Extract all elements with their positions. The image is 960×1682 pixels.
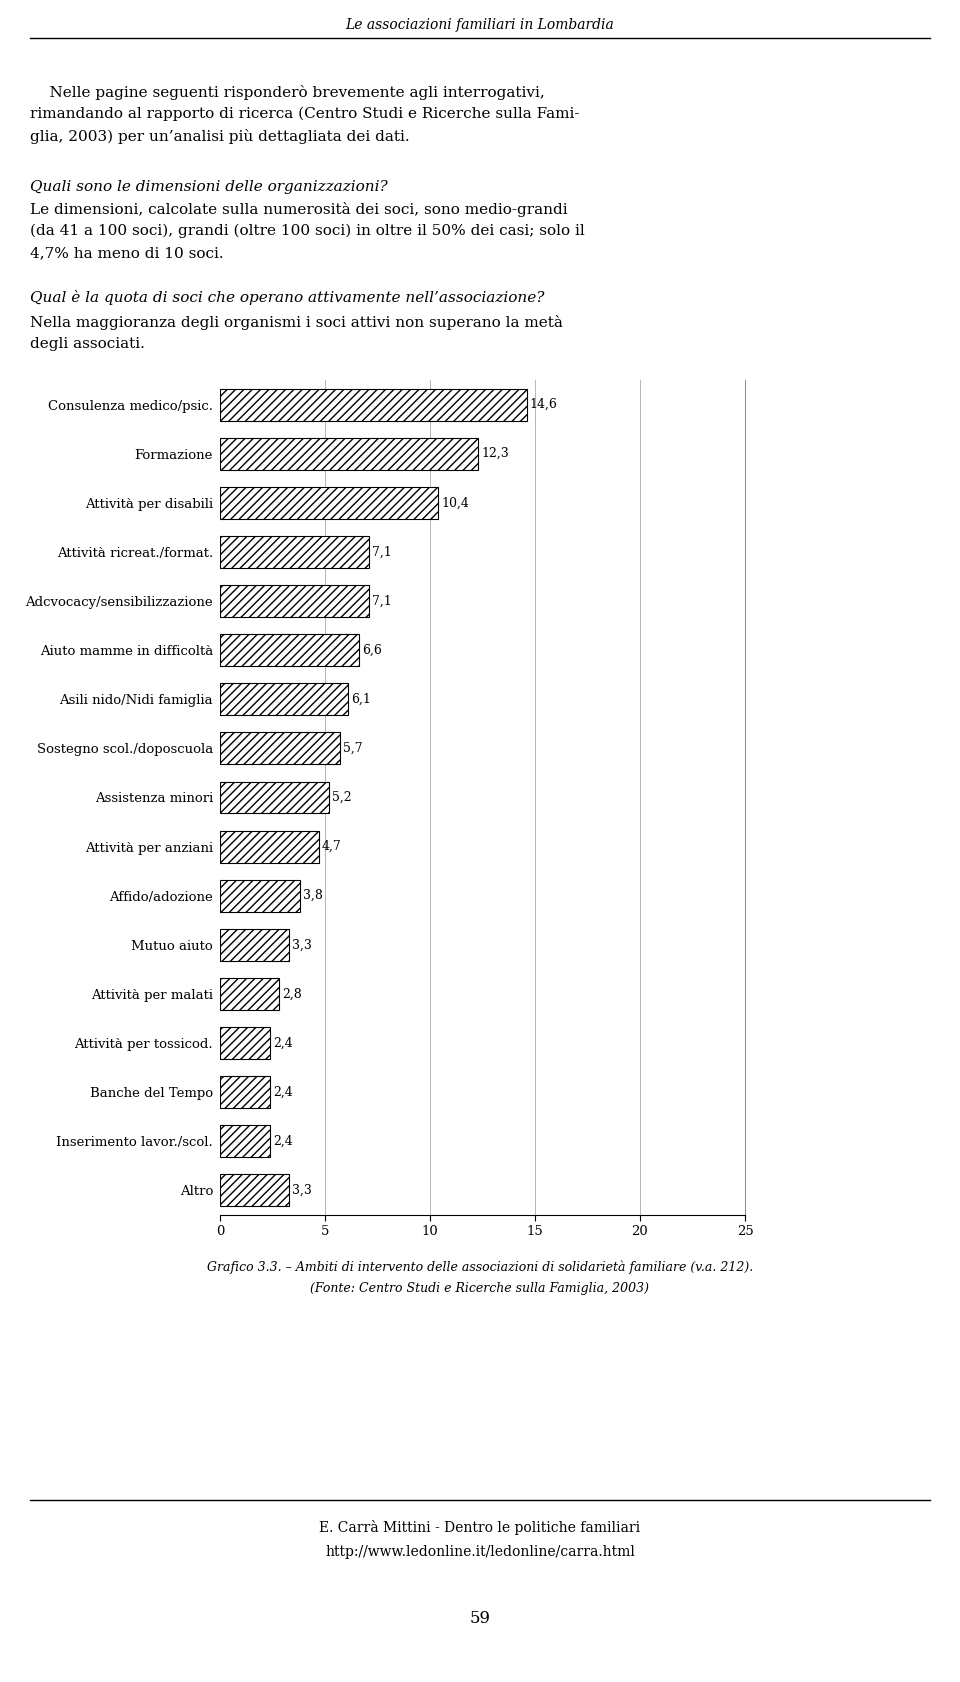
Text: Quali sono le dimensioni delle organizzazioni?: Quali sono le dimensioni delle organizza… <box>30 180 388 193</box>
Bar <box>220 537 369 569</box>
Text: 3,3: 3,3 <box>293 1184 312 1198</box>
Text: 4,7: 4,7 <box>322 839 342 853</box>
Text: 2,4: 2,4 <box>274 1036 294 1050</box>
Text: 4,7% ha meno di 10 soci.: 4,7% ha meno di 10 soci. <box>30 246 224 261</box>
Text: Qual è la quota di soci che operano attivamente nell’associazione?: Qual è la quota di soci che operano atti… <box>30 289 544 304</box>
Text: http://www.ledonline.it/ledonline/carra.html: http://www.ledonline.it/ledonline/carra.… <box>325 1546 635 1559</box>
Text: 5,7: 5,7 <box>343 742 363 755</box>
Text: 7,1: 7,1 <box>372 594 392 607</box>
Bar <box>220 782 329 814</box>
Bar <box>220 634 359 666</box>
Text: 3,3: 3,3 <box>293 939 312 952</box>
Bar <box>220 1028 271 1060</box>
Bar <box>220 486 439 518</box>
Text: 2,4: 2,4 <box>274 1085 294 1098</box>
Text: 14,6: 14,6 <box>530 399 558 410</box>
Bar <box>220 1076 271 1108</box>
Bar <box>220 437 478 469</box>
Text: 6,6: 6,6 <box>362 644 382 656</box>
Text: glia, 2003) per un’analisi più dettagliata dei dati.: glia, 2003) per un’analisi più dettaglia… <box>30 130 410 145</box>
Text: Le associazioni familiari in Lombardia: Le associazioni familiari in Lombardia <box>346 19 614 32</box>
Bar <box>220 831 319 863</box>
Text: 3,8: 3,8 <box>303 890 323 902</box>
Bar <box>220 732 340 764</box>
Text: Nelle pagine seguenti risponderò brevemente agli interrogativi,: Nelle pagine seguenti risponderò breveme… <box>30 86 544 99</box>
Bar <box>220 880 300 912</box>
Bar <box>220 977 278 1009</box>
Text: 2,8: 2,8 <box>282 987 301 1001</box>
Text: 5,2: 5,2 <box>332 791 352 804</box>
Text: degli associati.: degli associati. <box>30 336 145 352</box>
Bar <box>220 585 369 617</box>
Text: Nella maggioranza degli organismi i soci attivi non superano la metà: Nella maggioranza degli organismi i soci… <box>30 315 563 330</box>
Text: 59: 59 <box>469 1610 491 1626</box>
Bar <box>220 928 289 960</box>
Text: 2,4: 2,4 <box>274 1135 294 1147</box>
Text: 10,4: 10,4 <box>442 496 469 510</box>
Bar <box>220 683 348 715</box>
Text: (Fonte: Centro Studi e Ricerche sulla Famiglia, 2003): (Fonte: Centro Studi e Ricerche sulla Fa… <box>310 1282 650 1295</box>
Text: (da 41 a 100 soci), grandi (oltre 100 soci) in oltre il 50% dei casi; solo il: (da 41 a 100 soci), grandi (oltre 100 so… <box>30 224 585 239</box>
Text: 7,1: 7,1 <box>372 545 392 558</box>
Text: 12,3: 12,3 <box>482 447 509 461</box>
Bar <box>220 1125 271 1157</box>
Text: 6,1: 6,1 <box>351 693 372 706</box>
Text: Le dimensioni, calcolate sulla numerosità dei soci, sono medio-grandi: Le dimensioni, calcolate sulla numerosit… <box>30 202 567 217</box>
Text: rimandando al rapporto di ricerca (Centro Studi e Ricerche sulla Fami-: rimandando al rapporto di ricerca (Centr… <box>30 108 580 121</box>
Text: E. Carrà Mittini - Dentro le politiche familiari: E. Carrà Mittini - Dentro le politiche f… <box>320 1521 640 1536</box>
Bar <box>220 389 527 420</box>
Bar <box>220 1174 289 1206</box>
Text: Grafico 3.3. – Ambiti di intervento delle associazioni di solidarietà familiare : Grafico 3.3. – Ambiti di intervento dell… <box>206 1260 754 1273</box>
